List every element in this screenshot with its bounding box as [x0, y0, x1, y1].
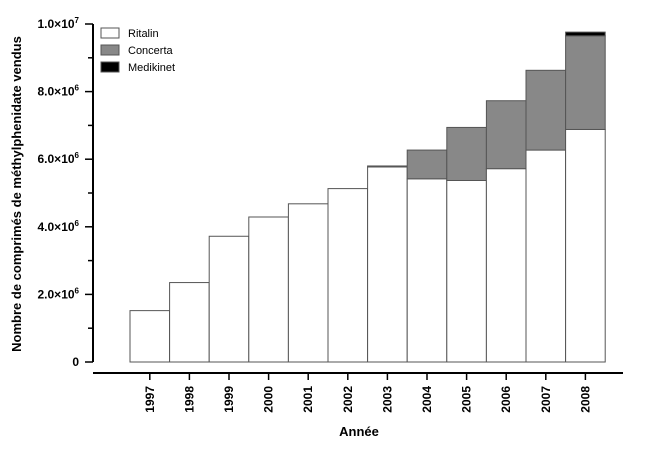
- bar-concerta-2008: [565, 35, 606, 130]
- bar-ritalin-2007: [525, 149, 567, 363]
- bar-ritalin-1999: [208, 235, 250, 363]
- y-tick-label: 0: [72, 355, 79, 369]
- bar-ritalin-2002: [327, 188, 369, 363]
- bar-concerta-2005: [446, 126, 487, 181]
- x-tick-label-2003: 2003: [380, 386, 394, 413]
- x-tick-label-1999: 1999: [222, 386, 236, 413]
- y-tick-label: 2.0×106: [38, 286, 80, 301]
- bar-concerta-2003: [367, 165, 408, 168]
- bar-ritalin-2000: [248, 216, 289, 363]
- x-axis-title: Année: [339, 424, 379, 439]
- y-tick-label: 8.0×106: [38, 84, 80, 99]
- x-tick-label-1997: 1997: [143, 386, 157, 413]
- bars-group: [129, 31, 606, 363]
- legend-label-concerta: Concerta: [128, 45, 174, 57]
- bar-concerta-2007: [525, 69, 567, 151]
- x-tick-label-2000: 2000: [262, 386, 276, 413]
- bar-ritalin-2005: [446, 179, 487, 363]
- bar-ritalin-2003: [367, 166, 408, 363]
- bar-ritalin-2004: [406, 178, 448, 363]
- y-ticks-group: 0 2.0×106 4.0×106 6.0×106 8.0×106 1.0×107: [38, 16, 93, 369]
- x-tick-label-2007: 2007: [539, 386, 553, 413]
- bar-ritalin-2006: [485, 168, 527, 363]
- y-tick-label: 4.0×106: [38, 219, 80, 234]
- y-tick-label: 1.0×107: [38, 16, 80, 31]
- x-ticks-group: 1997 1998 1999 2000 2001 2002 2003 2004 2005 2006…: [143, 373, 592, 413]
- bar-concerta-2006: [485, 100, 527, 170]
- legend-swatch-concerta: [100, 44, 120, 56]
- x-tick-label-2006: 2006: [499, 386, 513, 413]
- x-tick-label-2008: 2008: [578, 386, 592, 413]
- legend: Ritalin Concerta Medikinet: [100, 27, 175, 74]
- y-tick-label: 6.0×106: [38, 151, 80, 166]
- y-axis-title: Nombre de comprimés de méthylphenidate v…: [9, 36, 24, 352]
- bar-concerta-2004: [406, 149, 448, 180]
- bar-ritalin-1997: [129, 310, 171, 363]
- x-tick-label-1998: 1998: [182, 386, 196, 413]
- x-tick-label-2002: 2002: [341, 386, 355, 413]
- bar-ritalin-2001: [287, 203, 329, 363]
- x-tick-label-2005: 2005: [460, 386, 474, 413]
- legend-label-ritalin: Ritalin: [128, 28, 159, 40]
- bar-ritalin-2008: [565, 128, 606, 363]
- x-tick-label-2004: 2004: [420, 386, 434, 413]
- legend-label-medikinet: Medikinet: [128, 62, 175, 74]
- x-tick-label-2001: 2001: [301, 386, 315, 413]
- bar-medikinet-2008: [565, 31, 606, 37]
- bar-ritalin-1998: [169, 282, 210, 363]
- legend-swatch-ritalin: [100, 27, 120, 39]
- legend-swatch-medikinet: [100, 61, 120, 73]
